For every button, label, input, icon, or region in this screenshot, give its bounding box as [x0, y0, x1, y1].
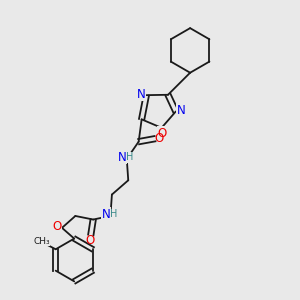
Text: O: O	[158, 127, 167, 140]
Text: N: N	[102, 208, 111, 221]
Text: CH₃: CH₃	[33, 237, 50, 246]
Text: O: O	[52, 220, 61, 233]
Text: N: N	[177, 104, 185, 117]
Text: N: N	[136, 88, 146, 101]
Text: O: O	[85, 234, 95, 247]
Text: H: H	[126, 152, 134, 162]
Text: O: O	[155, 132, 164, 145]
Text: H: H	[110, 209, 118, 220]
Text: N: N	[118, 151, 127, 164]
